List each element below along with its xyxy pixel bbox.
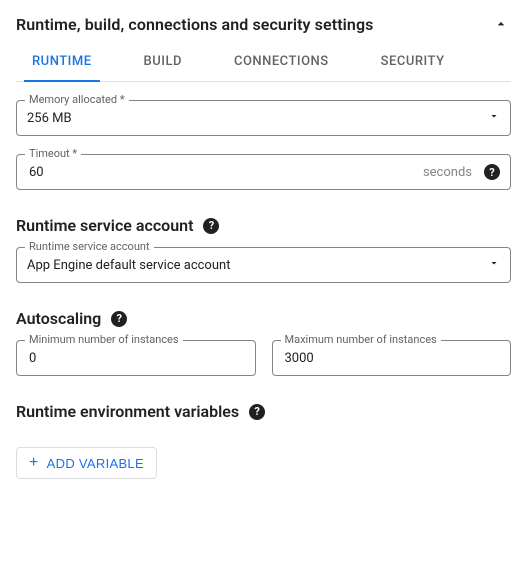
tab-build[interactable]: BUILD — [138, 44, 188, 81]
help-icon[interactable]: ? — [203, 218, 219, 234]
add-variable-label: ADD VARIABLE — [47, 456, 144, 471]
tab-connections[interactable]: CONNECTIONS — [228, 44, 335, 81]
max-instances-input[interactable] — [283, 350, 501, 367]
memory-value: 256 MB — [27, 111, 72, 126]
min-instances-input[interactable] — [27, 350, 245, 367]
add-variable-button[interactable]: + ADD VARIABLE — [16, 447, 157, 479]
service-account-label: Runtime service account — [25, 240, 154, 253]
service-account-select[interactable]: Runtime service account App Engine defau… — [16, 247, 511, 283]
memory-select[interactable]: Memory allocated * 256 MB — [16, 100, 511, 136]
help-icon[interactable]: ? — [111, 311, 127, 327]
max-instances-label: Maximum number of instances — [281, 333, 441, 346]
dropdown-icon — [488, 110, 500, 126]
tab-runtime[interactable]: RUNTIME — [26, 44, 98, 81]
min-instances-label: Minimum number of instances — [25, 333, 183, 346]
min-instances-field[interactable]: Minimum number of instances — [16, 340, 256, 376]
tab-security[interactable]: SECURITY — [375, 44, 451, 81]
dropdown-icon — [488, 257, 500, 273]
timeout-field[interactable]: Timeout * seconds ? — [16, 154, 511, 190]
service-account-heading: Runtime service account — [16, 216, 193, 235]
plus-icon: + — [29, 455, 39, 471]
help-icon[interactable]: ? — [249, 404, 265, 420]
service-account-value: App Engine default service account — [27, 258, 230, 273]
timeout-input[interactable] — [27, 164, 415, 181]
help-icon[interactable]: ? — [484, 164, 500, 180]
env-vars-heading: Runtime environment variables — [16, 402, 239, 421]
timeout-suffix: seconds — [423, 165, 472, 180]
memory-label: Memory allocated * — [25, 93, 129, 106]
tabs: RUNTIME BUILD CONNECTIONS SECURITY — [16, 44, 511, 82]
panel-title: Runtime, build, connections and security… — [16, 15, 374, 34]
timeout-label: Timeout * — [25, 147, 81, 160]
autoscaling-heading: Autoscaling — [16, 309, 101, 328]
max-instances-field[interactable]: Maximum number of instances — [272, 340, 512, 376]
collapse-icon[interactable] — [491, 14, 511, 34]
